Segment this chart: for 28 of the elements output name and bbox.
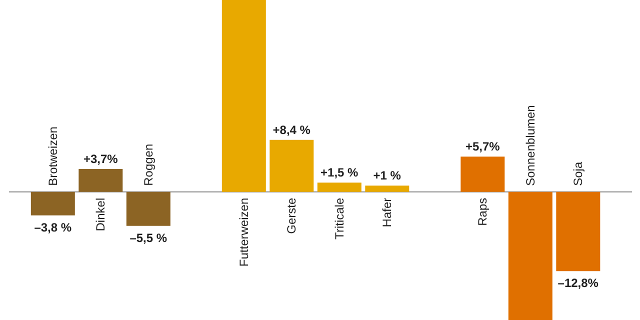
bar xyxy=(30,192,75,216)
bar xyxy=(556,192,600,272)
bar xyxy=(78,168,123,192)
data-label: +1,5 % xyxy=(320,166,359,180)
x-tick-label: Roggen xyxy=(141,144,156,186)
x-tick-label: Dinkel xyxy=(94,198,108,232)
x-tick-label: Triticale xyxy=(332,198,346,240)
bar xyxy=(508,192,552,320)
x-tick-label: Brotweizen xyxy=(46,126,60,186)
x-tick-label: Gerste xyxy=(284,198,299,234)
bar xyxy=(317,182,362,192)
data-label: +5,7% xyxy=(465,140,500,154)
bar xyxy=(126,192,170,226)
bar xyxy=(460,156,505,192)
data-label: +3,7% xyxy=(83,152,118,166)
bar xyxy=(222,0,266,192)
bar xyxy=(270,140,314,192)
data-label: +1 % xyxy=(373,168,402,183)
data-label: +8,4 % xyxy=(272,122,311,137)
data-label: –12,8% xyxy=(558,276,599,290)
x-tick-label: Sonnenblumen xyxy=(523,105,538,186)
x-tick-label: Soja xyxy=(571,162,586,186)
x-tick-label: Futterweizen xyxy=(236,198,251,267)
x-tick-label: Hafer xyxy=(380,198,394,228)
x-tick-label: Raps xyxy=(476,198,490,226)
data-label: –3,8 % xyxy=(34,220,72,234)
data-label: –5,5 % xyxy=(130,230,168,245)
bar xyxy=(365,186,410,192)
